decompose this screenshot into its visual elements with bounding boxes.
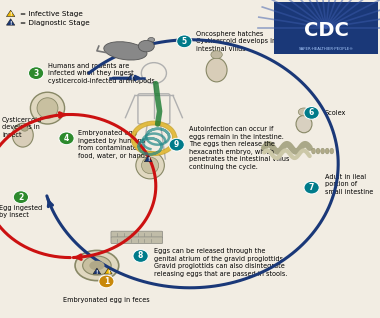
Text: = Diagnostic Stage: = Diagnostic Stage [20, 20, 90, 26]
Ellipse shape [321, 148, 325, 154]
Circle shape [304, 107, 319, 119]
Ellipse shape [206, 58, 227, 82]
Text: !: ! [147, 157, 149, 162]
Circle shape [99, 275, 114, 288]
Text: !: ! [96, 270, 98, 275]
Ellipse shape [37, 98, 58, 118]
Ellipse shape [104, 42, 147, 60]
Ellipse shape [89, 261, 105, 270]
Ellipse shape [296, 115, 312, 133]
FancyBboxPatch shape [111, 231, 163, 238]
Ellipse shape [316, 148, 320, 154]
Circle shape [28, 67, 44, 80]
Text: !: ! [10, 21, 12, 26]
Ellipse shape [12, 123, 33, 147]
Polygon shape [144, 156, 152, 162]
Text: Oncosphere hatches
Cysticercoid develops in
intestinal villus: Oncosphere hatches Cysticercoid develops… [196, 31, 276, 52]
Text: Eggs can be released through the
genital atrium of the gravid proglottids.
Gravi: Eggs can be released through the genital… [154, 248, 287, 277]
Ellipse shape [148, 38, 155, 42]
Circle shape [59, 132, 74, 145]
Text: !: ! [130, 76, 132, 81]
Ellipse shape [325, 148, 329, 154]
Ellipse shape [21, 127, 28, 131]
Text: !: ! [107, 270, 109, 275]
Polygon shape [93, 268, 101, 274]
Text: CDC: CDC [304, 21, 348, 40]
Ellipse shape [141, 157, 159, 174]
Text: Egg ingested
by insect: Egg ingested by insect [0, 205, 43, 218]
FancyBboxPatch shape [274, 2, 378, 54]
Text: Autoinfection can occur if
eggs remain in the intestine.
The eggs then release t: Autoinfection can occur if eggs remain i… [189, 126, 290, 169]
Text: 7: 7 [309, 183, 314, 192]
Polygon shape [105, 268, 112, 274]
Circle shape [133, 250, 148, 262]
Circle shape [304, 181, 319, 194]
Circle shape [177, 35, 192, 48]
Text: 3: 3 [33, 69, 39, 78]
Ellipse shape [330, 148, 334, 154]
Text: SAFER·HEALTHIER·PEOPLE®: SAFER·HEALTHIER·PEOPLE® [298, 47, 354, 51]
Text: 8: 8 [138, 252, 143, 260]
Text: Humans and rodents are
infected when they ingest
cysticercoid-infected arthropod: Humans and rodents are infected when the… [48, 63, 157, 84]
Text: 1: 1 [104, 277, 109, 286]
Text: Adult in ileal
portion of
small intestine: Adult in ileal portion of small intestin… [325, 174, 373, 195]
Ellipse shape [312, 148, 315, 154]
Text: 4: 4 [64, 134, 69, 143]
Polygon shape [6, 19, 15, 25]
Text: 6: 6 [309, 108, 314, 117]
Text: Embryonated egg
ingested by humans
from contaminated
food, water, or hands: Embryonated egg ingested by humans from … [78, 130, 148, 159]
Text: Scolex: Scolex [325, 110, 346, 116]
Polygon shape [6, 10, 15, 17]
Ellipse shape [136, 152, 165, 179]
Text: 9: 9 [174, 140, 179, 149]
Ellipse shape [30, 92, 65, 124]
Polygon shape [127, 74, 135, 80]
Ellipse shape [298, 108, 310, 116]
Text: !: ! [10, 12, 12, 17]
Text: = Infective Stage: = Infective Stage [20, 11, 82, 17]
Ellipse shape [83, 256, 111, 275]
Ellipse shape [138, 40, 154, 52]
Ellipse shape [75, 251, 119, 280]
Text: 2: 2 [18, 193, 24, 202]
FancyBboxPatch shape [111, 237, 163, 244]
Ellipse shape [211, 51, 222, 59]
Circle shape [13, 191, 28, 204]
Text: 5: 5 [182, 37, 187, 46]
Circle shape [169, 138, 184, 151]
Text: Cysticercoid
develops in
insect: Cysticercoid develops in insect [2, 117, 42, 138]
Text: Embryonated egg in feces: Embryonated egg in feces [63, 297, 150, 302]
